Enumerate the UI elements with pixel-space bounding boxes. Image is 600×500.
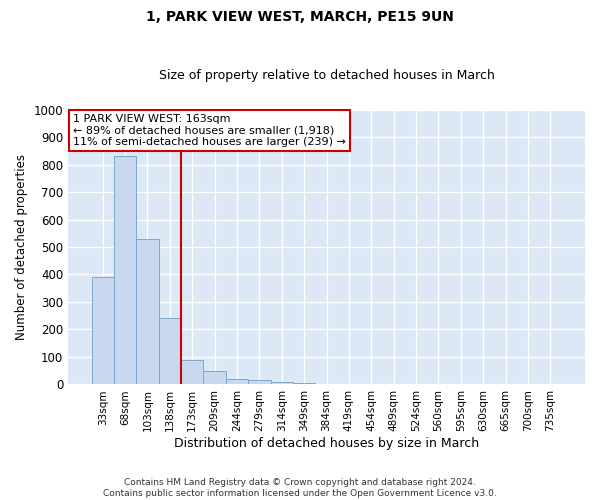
Title: Size of property relative to detached houses in March: Size of property relative to detached ho… (158, 69, 494, 82)
Text: 1 PARK VIEW WEST: 163sqm
← 89% of detached houses are smaller (1,918)
11% of sem: 1 PARK VIEW WEST: 163sqm ← 89% of detach… (73, 114, 346, 147)
Text: Contains HM Land Registry data © Crown copyright and database right 2024.
Contai: Contains HM Land Registry data © Crown c… (103, 478, 497, 498)
Bar (181, 360, 203, 384)
Bar (293, 382, 316, 384)
Bar (158, 318, 181, 384)
Bar (92, 277, 114, 384)
Bar (114, 156, 136, 384)
Text: 1, PARK VIEW WEST, MARCH, PE15 9UN: 1, PARK VIEW WEST, MARCH, PE15 9UN (146, 10, 454, 24)
Bar (271, 382, 293, 384)
Y-axis label: Number of detached properties: Number of detached properties (15, 154, 28, 340)
X-axis label: Distribution of detached houses by size in March: Distribution of detached houses by size … (174, 437, 479, 450)
Bar (226, 379, 248, 384)
Bar (136, 239, 158, 384)
Bar (203, 370, 226, 384)
Bar (248, 380, 271, 384)
